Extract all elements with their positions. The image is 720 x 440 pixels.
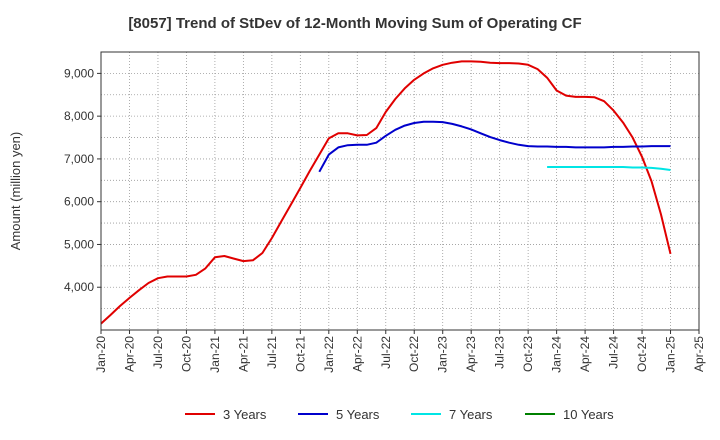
- x-tick-label: Oct-21: [293, 336, 307, 372]
- legend-label-5-years: 5 Years: [336, 407, 380, 422]
- y-axis-label: Amount (million yen): [8, 132, 23, 251]
- x-tick-label: Oct-24: [635, 336, 649, 372]
- x-tick-label: Jan-24: [550, 336, 564, 373]
- x-tick-label: Jan-25: [664, 336, 678, 373]
- x-tick-label: Apr-23: [464, 336, 478, 372]
- y-tick-label: 9,000: [64, 66, 94, 80]
- legend: 3 Years 5 Years 7 Years 10 Years: [185, 407, 614, 422]
- y-tick-label: 5,000: [64, 237, 94, 251]
- x-tick-label: Apr-21: [236, 336, 250, 372]
- x-tick-label: Jan-20: [94, 336, 108, 373]
- legend-label-10-years: 10 Years: [563, 407, 614, 422]
- x-tick-label: Jul-22: [379, 336, 393, 369]
- x-tick-label: Apr-24: [578, 336, 592, 372]
- x-tick-label: Jul-23: [493, 336, 507, 369]
- x-tick-label: Jul-24: [607, 336, 621, 369]
- x-tick-label: Apr-25: [692, 336, 706, 372]
- series-lines: [100, 60, 672, 325]
- y-tick-label: 6,000: [64, 195, 94, 209]
- x-tick-label: Jul-20: [151, 336, 165, 369]
- x-tick-label: Oct-20: [179, 336, 193, 372]
- plot-frame: [100, 51, 700, 331]
- x-tick-label: Jan-22: [322, 336, 336, 373]
- series-line-5-years: [318, 120, 671, 173]
- series-line-3-years: [100, 60, 672, 325]
- x-tick-label: Jan-23: [436, 336, 450, 373]
- x-tick-label: Oct-22: [407, 336, 421, 372]
- x-axis-ticks: Jan-20 Apr-20 Jul-20 Oct-20 Jan-21 Apr-21 Jul-…: [94, 330, 706, 373]
- x-tick-label: Apr-22: [350, 336, 364, 372]
- x-tick-label: Oct-23: [521, 336, 535, 372]
- y-axis-ticks: 4,000 5,000 6,000 7,000 8,000 9,000: [64, 66, 101, 294]
- chart-title: [8057] Trend of StDev of 12-Month Moving…: [128, 15, 581, 32]
- grid: [101, 52, 699, 330]
- series-line-7-years: [547, 166, 671, 171]
- legend-label-3-years: 3 Years: [223, 407, 267, 422]
- legend-label-7-years: 7 Years: [449, 407, 493, 422]
- x-tick-label: Jul-21: [265, 336, 279, 369]
- x-tick-label: Jan-21: [208, 336, 222, 373]
- y-tick-label: 4,000: [64, 280, 94, 294]
- x-tick-label: Apr-20: [122, 336, 136, 372]
- y-tick-label: 8,000: [64, 109, 94, 123]
- y-tick-label: 7,000: [64, 152, 94, 166]
